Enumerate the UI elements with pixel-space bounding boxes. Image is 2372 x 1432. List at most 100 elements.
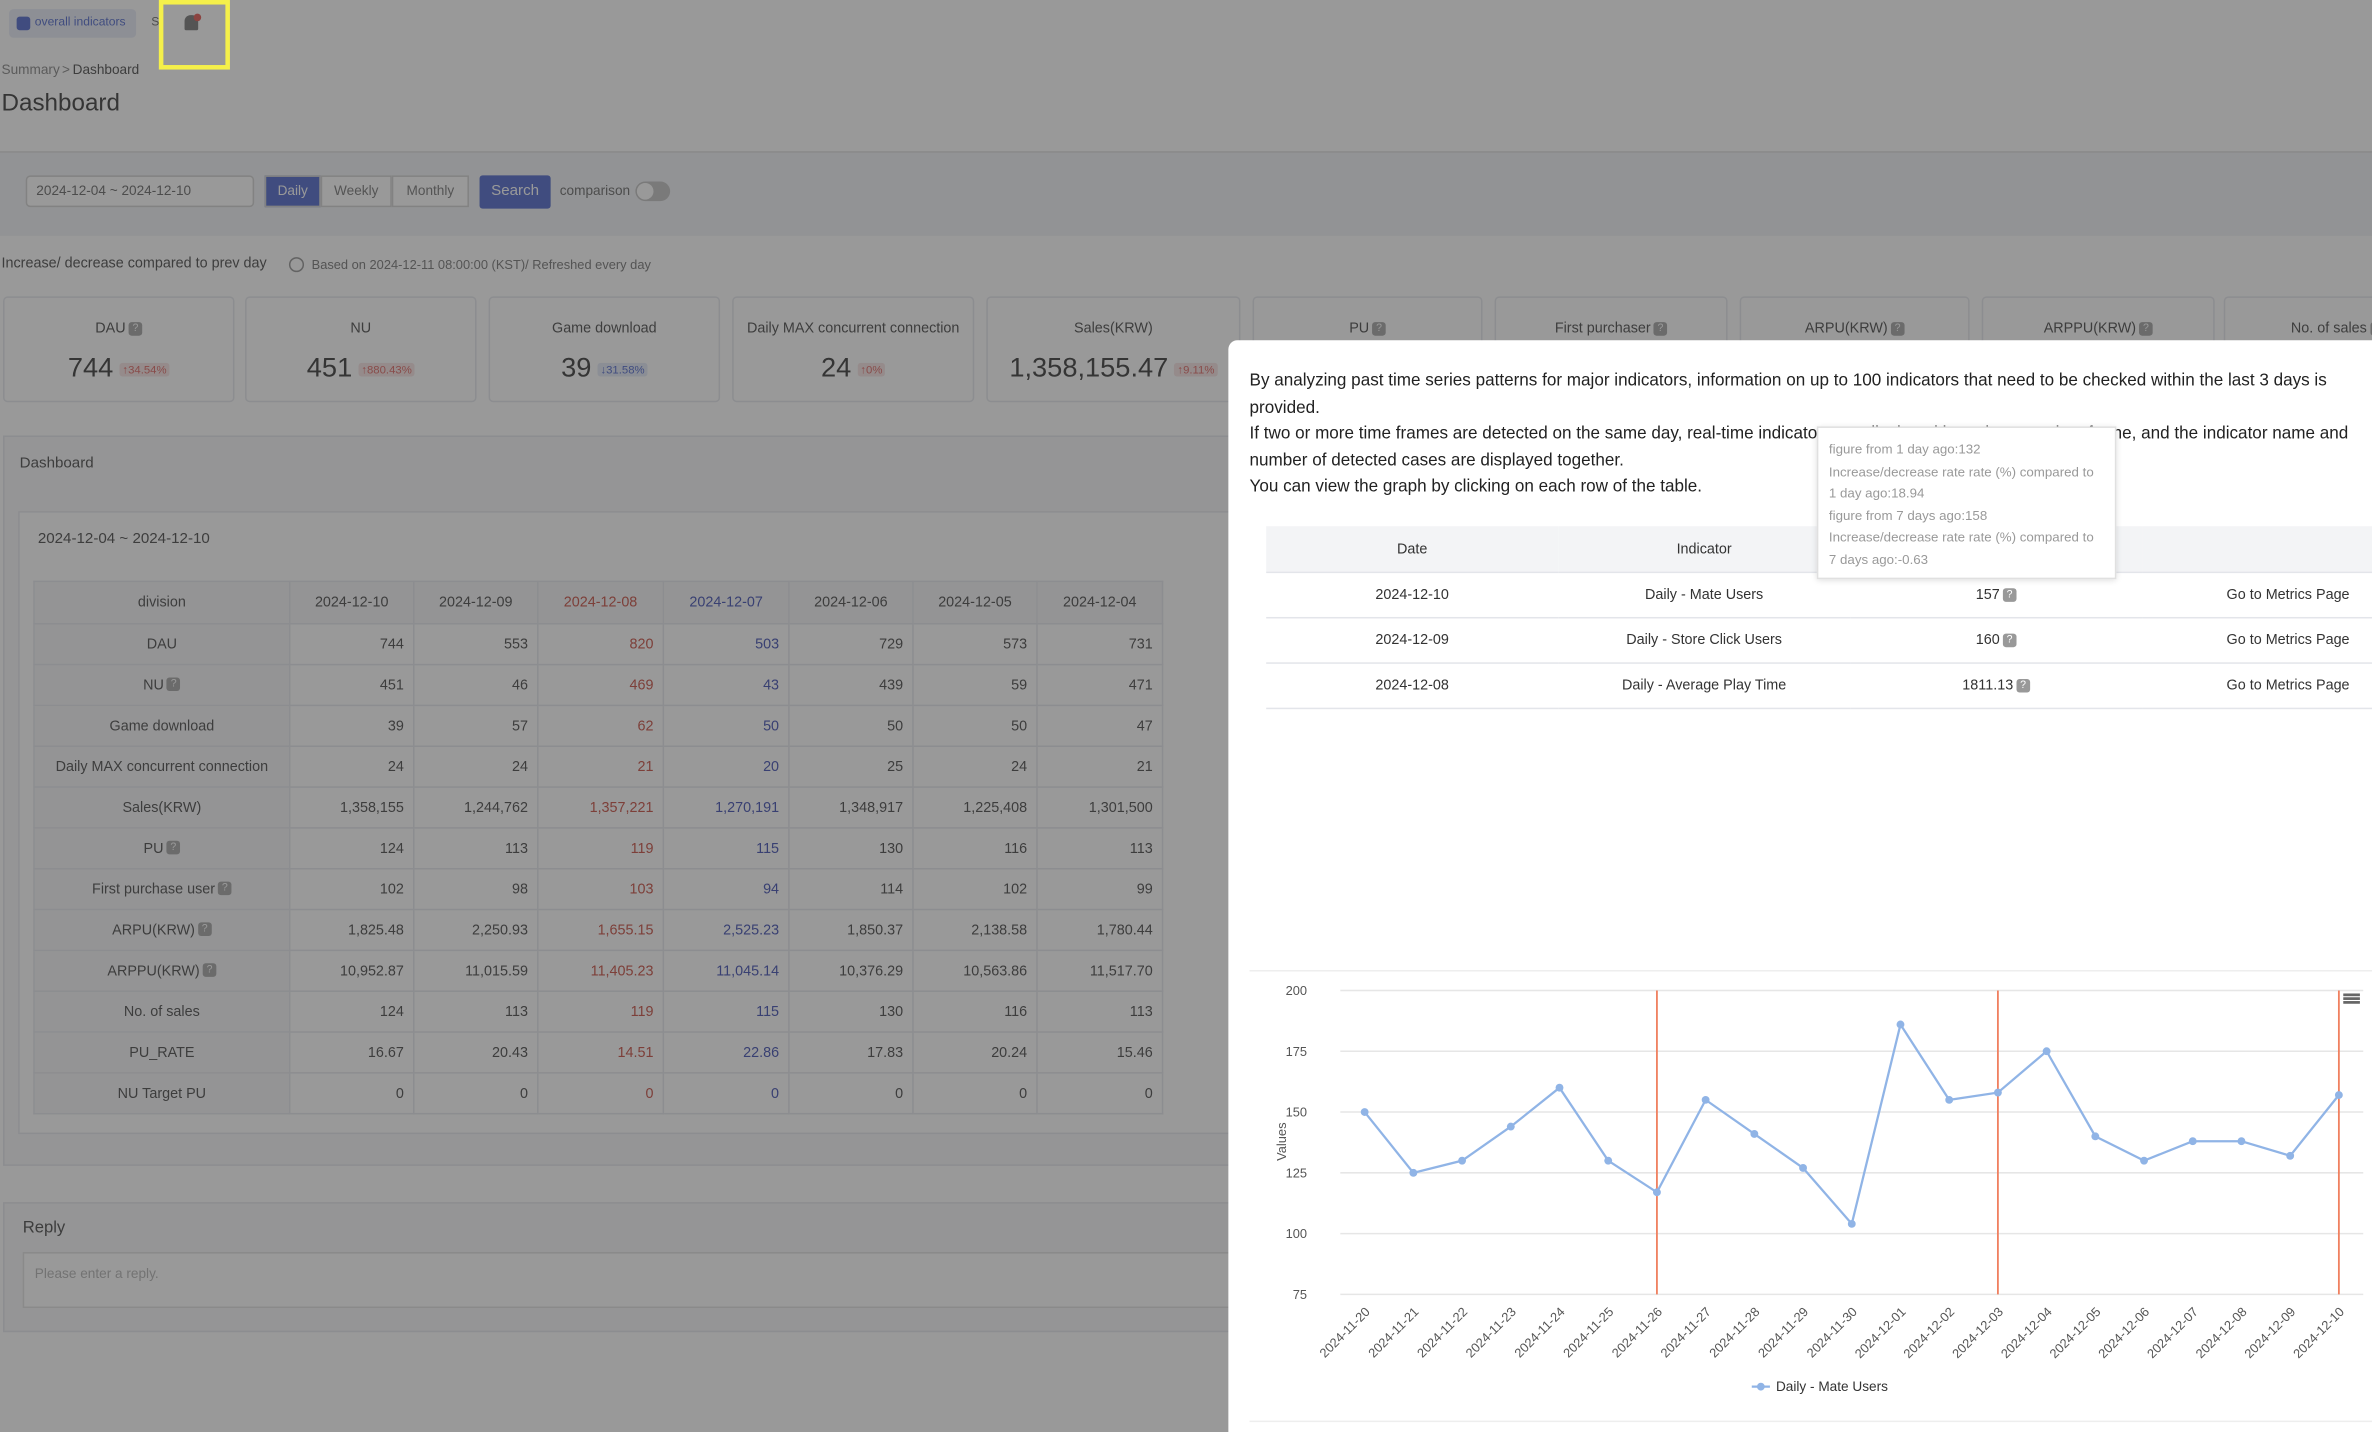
highlight-box [158, 0, 230, 70]
anomaly-cell-text: 2024-12-08 [1375, 677, 1449, 695]
tooltip-line: Increase/decrease rate rate (%) compared… [1828, 463, 2094, 501]
x-tick-label: 2024-12-05 [2046, 1304, 2103, 1361]
help-icon[interactable]: ? [2002, 633, 2017, 648]
anomaly-cell-text: 2024-12-10 [1375, 586, 1449, 604]
modal-description: If two or more time frames are detected … [1249, 424, 2349, 470]
x-tick-label: 2024-11-22 [1414, 1304, 1470, 1360]
anomaly-header-cell [2142, 526, 2372, 574]
data-point [2091, 1132, 2100, 1141]
x-tick-label: 2024-12-02 [1900, 1304, 1957, 1361]
data-point [1506, 1122, 1515, 1131]
x-tick-label: 2024-11-20 [1316, 1304, 1372, 1360]
y-tick-label: 175 [1286, 1044, 1307, 1059]
data-point [1458, 1156, 1467, 1165]
menu-icon [2343, 1001, 2360, 1004]
menu-icon [2343, 997, 2360, 1000]
y-tick-label: 75 [1293, 1287, 1307, 1302]
help-icon[interactable]: ? [2016, 678, 2030, 693]
anomaly-row[interactable]: 2024-12-10 Daily - Mate Users 157? Go to Me… [1266, 572, 2372, 619]
anomaly-cell[interactable]: Go to Metrics Page [2142, 663, 2372, 710]
anomaly-cell-text: 160 [1975, 632, 2000, 649]
data-point [2140, 1156, 2148, 1165]
anomaly-header-cell: Indicator [1558, 526, 1851, 574]
anomaly-cell: Daily - Store Click Users [1558, 617, 1851, 664]
x-tick-label: 2024-12-07 [2144, 1304, 2201, 1361]
x-tick-label: 2024-12-08 [2193, 1304, 2250, 1361]
anomaly-cell-text: 2024-12-09 [1375, 632, 1449, 649]
x-tick-label: 2024-11-26 [1609, 1304, 1665, 1360]
x-tick-label: 2024-12-10 [2290, 1304, 2347, 1361]
data-point [2237, 1137, 2246, 1146]
anomaly-cell-text: Go to Metrics Page [2226, 586, 2350, 604]
modal: By analyzing past time series patterns f… [1228, 340, 2372, 1432]
anomaly-cell-text: Daily - Average Play Time [1621, 677, 1787, 695]
anomaly-cell-text: 157 [1975, 586, 2000, 604]
anomaly-cell-text: Go to Metrics Page [2226, 632, 2350, 649]
modal-description: You can view the graph by clicking on ea… [1249, 477, 1703, 496]
x-tick-label: 2024-12-06 [2095, 1304, 2152, 1361]
data-point [1799, 1164, 1807, 1172]
menu-icon [2343, 993, 2360, 997]
anomaly-header-row: Date Indicator [1266, 526, 2372, 574]
modal-description: By analyzing past time series patterns f… [1249, 371, 2327, 417]
legend-marker [1756, 1382, 1765, 1391]
anomaly-row[interactable]: 2024-12-08 Daily - Average Play Time 1811.… [1266, 663, 2372, 710]
anomaly-cell-text: Go to Metrics Page [2226, 677, 2350, 695]
x-tick-label: 2024-11-27 [1657, 1304, 1713, 1360]
data-point [1993, 1088, 2002, 1097]
data-point [1847, 1219, 1856, 1228]
data-point [1360, 1108, 1369, 1116]
x-tick-label: 2024-12-04 [1998, 1304, 2055, 1361]
y-tick-label: 150 [1286, 1105, 1307, 1120]
anomaly-cell: 2024-12-10 [1266, 572, 1559, 619]
anomaly-cell: Daily - Average Play Time [1558, 663, 1851, 710]
anomaly-cell: Daily - Mate Users [1558, 572, 1851, 619]
x-tick-label: 2024-11-24 [1511, 1304, 1567, 1360]
anomaly-header-cell: Date [1266, 526, 1559, 574]
line-chart: 75100125150175200Values2024-11-202024-11… [1249, 970, 2372, 1423]
anomaly-cell: 160? [1850, 617, 2143, 664]
anomaly-cell: 2024-12-08 [1266, 663, 1559, 710]
anomaly-table: Date Indicator 2024-12-10 Daily - Mate User… [1266, 526, 2372, 710]
anomaly-cell[interactable]: Go to Metrics Page [2142, 617, 2372, 664]
x-tick-label: 2024-12-03 [1949, 1304, 2006, 1361]
y-tick-label: 125 [1286, 1165, 1307, 1180]
tooltip: figure from 1 day ago:132 Increase/decrea… [1816, 426, 2117, 580]
anomaly-cell-text: Daily - Store Click Users [1626, 632, 1782, 649]
anomaly-cell: 1811.13? [1850, 663, 2143, 710]
data-point [2334, 1091, 2343, 1099]
data-point [2042, 1047, 2051, 1056]
anomaly-cell: 2024-12-09 [1266, 617, 1559, 664]
anomaly-cell-text: Daily - Mate Users [1645, 586, 1764, 604]
anomaly-cell[interactable]: Go to Metrics Page [2142, 572, 2372, 619]
tooltip-line: figure from 7 days ago:158 [1828, 507, 1988, 523]
data-point [1409, 1168, 1418, 1177]
tooltip-line: Increase/decrease rate rate (%) compared… [1828, 529, 2094, 567]
data-point [1652, 1188, 1661, 1197]
data-point [1701, 1095, 1710, 1104]
anomaly-cell-text: 1811.13 [1962, 677, 2014, 695]
data-point [2188, 1137, 2197, 1146]
data-point [1896, 1020, 1905, 1029]
x-tick-label: 2024-12-01 [1852, 1304, 1909, 1361]
data-point [1604, 1156, 1613, 1165]
x-tick-label: 2024-11-23 [1463, 1304, 1519, 1360]
x-tick-label: 2024-12-09 [2241, 1304, 2298, 1361]
y-tick-label: 100 [1286, 1226, 1307, 1241]
data-point [1750, 1129, 1759, 1138]
x-tick-label: 2024-11-25 [1560, 1304, 1616, 1360]
tooltip-line: figure from 1 day ago:132 [1828, 441, 1981, 457]
y-tick-label: 200 [1286, 983, 1307, 998]
x-tick-label: 2024-11-28 [1706, 1304, 1762, 1360]
anomaly-cell: 157? [1850, 572, 2143, 619]
data-point [2286, 1151, 2295, 1160]
x-tick-label: 2024-11-21 [1365, 1304, 1421, 1360]
legend-label: Daily - Mate Users [1776, 1379, 1888, 1394]
y-axis-title: Values [1274, 1123, 1289, 1161]
data-point [1945, 1095, 1954, 1104]
data-point [1555, 1083, 1564, 1092]
help-icon[interactable]: ? [2002, 588, 2017, 602]
anomaly-row[interactable]: 2024-12-09 Daily - Store Click Users 160? G… [1266, 617, 2372, 664]
